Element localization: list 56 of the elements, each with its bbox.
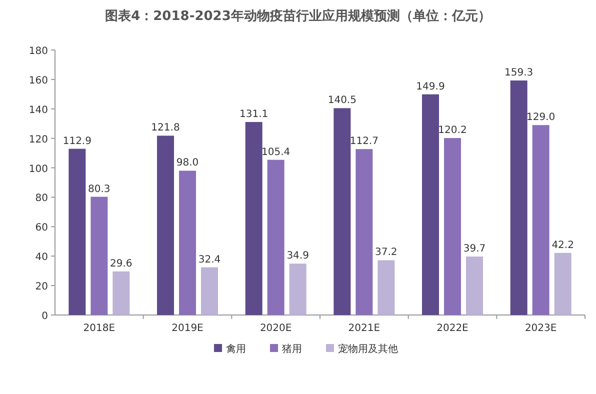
text: 32.4 bbox=[198, 254, 221, 266]
text: 42.2 bbox=[552, 240, 574, 251]
x-tick-label: 2020E bbox=[260, 323, 292, 334]
x-tick-label: 2019E bbox=[172, 323, 204, 334]
text: 131.1 bbox=[240, 108, 268, 120]
bar bbox=[554, 252, 572, 315]
text: 29.6 bbox=[110, 258, 132, 270]
text: 121.8 bbox=[151, 122, 180, 134]
bar bbox=[201, 267, 218, 315]
text: 37.2 bbox=[375, 247, 398, 258]
y-tick-label: 20 bbox=[35, 282, 48, 293]
x-tick-label: 2023E bbox=[524, 323, 557, 334]
bar bbox=[444, 138, 461, 315]
y-tick-label: 160 bbox=[28, 75, 48, 86]
y-tick-label: 180 bbox=[28, 46, 48, 57]
bar bbox=[112, 271, 130, 315]
bar bbox=[532, 125, 550, 315]
bar bbox=[245, 122, 262, 315]
bar bbox=[267, 160, 284, 315]
text: 159.3 bbox=[504, 67, 534, 78]
bar bbox=[466, 256, 483, 315]
text: 98.0 bbox=[176, 158, 199, 169]
text: 112.9 bbox=[62, 136, 92, 147]
bar bbox=[179, 170, 196, 315]
bar bbox=[157, 136, 174, 315]
x-tick-label: 2021E bbox=[348, 323, 380, 334]
bar bbox=[356, 149, 373, 315]
bar bbox=[422, 94, 439, 315]
legend-label: 禽用 bbox=[226, 343, 246, 355]
text: 34.9 bbox=[286, 250, 309, 262]
y-tick-label: 100 bbox=[28, 164, 48, 175]
bar bbox=[334, 108, 351, 315]
text: 149.9 bbox=[416, 81, 445, 92]
text: 105.4 bbox=[262, 146, 290, 158]
text: 129.0 bbox=[526, 112, 556, 124]
chart-title: 图表4：2018-2023年动物疫苗行业应用规模预测（单位：亿元） bbox=[105, 8, 491, 24]
bar bbox=[90, 196, 108, 315]
y-tick-label: 140 bbox=[28, 104, 48, 116]
y-tick-label: 120 bbox=[28, 134, 48, 146]
text: 80.3 bbox=[88, 184, 110, 195]
y-tick-label: 0 bbox=[42, 311, 48, 322]
y-tick-label: 80 bbox=[35, 193, 48, 204]
text: 39.7 bbox=[463, 244, 486, 255]
x-tick-label: 2018E bbox=[83, 323, 116, 334]
y-tick-label: 40 bbox=[35, 252, 48, 264]
bar bbox=[378, 260, 395, 315]
legend-label: 猪用 bbox=[282, 343, 302, 355]
y-tick-label: 60 bbox=[35, 222, 48, 234]
text: 140.5 bbox=[328, 95, 356, 106]
bar bbox=[289, 264, 306, 315]
text: 112.7 bbox=[350, 136, 378, 148]
bar bbox=[510, 80, 528, 315]
x-tick-label: 2022E bbox=[436, 323, 468, 334]
legend-label: 宠物用及其他 bbox=[338, 343, 398, 355]
bar bbox=[68, 148, 86, 315]
text: 120.2 bbox=[438, 125, 467, 136]
